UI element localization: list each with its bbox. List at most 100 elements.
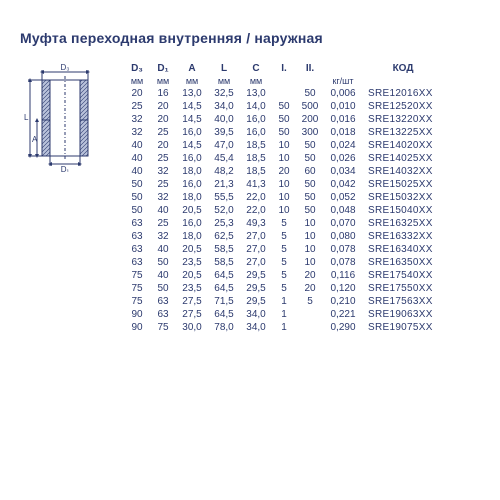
cell-code: SRE15040XX bbox=[362, 204, 444, 217]
diagram-label-d1: D₁ bbox=[61, 165, 70, 172]
table-row: 201613,032,513,0500,006SRE12016XX bbox=[124, 87, 444, 100]
cell-d3: 50 bbox=[124, 191, 150, 204]
col-ii: II. bbox=[296, 62, 324, 75]
table-row: 504020,552,022,010500,048SRE15040XX bbox=[124, 204, 444, 217]
table-row: 754020,564,529,55200,116SRE17540XX bbox=[124, 269, 444, 282]
col-d1: D₁ bbox=[150, 62, 176, 75]
cell-d1: 20 bbox=[150, 100, 176, 113]
cell-l: 40,0 bbox=[208, 113, 240, 126]
cell-w: 0,080 bbox=[324, 230, 362, 243]
cell-code: SRE14032XX bbox=[362, 165, 444, 178]
cell-w: 0,048 bbox=[324, 204, 362, 217]
cell-c: 34,0 bbox=[240, 308, 272, 321]
cell-a: 27,5 bbox=[176, 295, 208, 308]
cell-ii: 200 bbox=[296, 113, 324, 126]
table-row: 634020,558,527,05100,078SRE16340XX bbox=[124, 243, 444, 256]
cell-d3: 75 bbox=[124, 269, 150, 282]
table-row: 402014,547,018,510500,024SRE14020XX bbox=[124, 139, 444, 152]
cell-d1: 20 bbox=[150, 113, 176, 126]
cell-d1: 25 bbox=[150, 217, 176, 230]
cell-c: 18,5 bbox=[240, 139, 272, 152]
cell-ii: 50 bbox=[296, 87, 324, 100]
cell-d1: 32 bbox=[150, 191, 176, 204]
col-i: I. bbox=[272, 62, 296, 75]
cell-code: SRE16350XX bbox=[362, 256, 444, 269]
cell-l: 71,5 bbox=[208, 295, 240, 308]
cell-w: 0,016 bbox=[324, 113, 362, 126]
table-row: 756327,571,529,5150,210SRE17563XX bbox=[124, 295, 444, 308]
cell-code: SRE17550XX bbox=[362, 282, 444, 295]
cell-c: 18,5 bbox=[240, 165, 272, 178]
cell-i: 5 bbox=[272, 269, 296, 282]
cell-ii: 300 bbox=[296, 126, 324, 139]
cell-w: 0,116 bbox=[324, 269, 362, 282]
cell-ii bbox=[296, 308, 324, 321]
cell-ii bbox=[296, 321, 324, 334]
cell-l: 21,3 bbox=[208, 178, 240, 191]
cell-i: 10 bbox=[272, 204, 296, 217]
cell-a: 18,0 bbox=[176, 230, 208, 243]
cell-i bbox=[272, 87, 296, 100]
cell-l: 47,0 bbox=[208, 139, 240, 152]
cell-a: 13,0 bbox=[176, 87, 208, 100]
cell-d1: 32 bbox=[150, 165, 176, 178]
cell-d3: 20 bbox=[124, 87, 150, 100]
cell-a: 20,5 bbox=[176, 243, 208, 256]
table-header-row: D₃ D₁ A L C I. II. КОД bbox=[124, 62, 444, 75]
cell-l: 58,5 bbox=[208, 256, 240, 269]
cell-i: 10 bbox=[272, 191, 296, 204]
table-row: 322014,540,016,0502000,016SRE13220XX bbox=[124, 113, 444, 126]
table-row: 635023,558,527,05100,078SRE16350XX bbox=[124, 256, 444, 269]
cell-c: 22,0 bbox=[240, 204, 272, 217]
cell-w: 0,024 bbox=[324, 139, 362, 152]
cell-ii: 50 bbox=[296, 139, 324, 152]
cell-i: 5 bbox=[272, 256, 296, 269]
cell-d3: 32 bbox=[124, 126, 150, 139]
cell-c: 29,5 bbox=[240, 269, 272, 282]
cell-i: 1 bbox=[272, 308, 296, 321]
cell-c: 29,5 bbox=[240, 282, 272, 295]
cell-c: 16,0 bbox=[240, 126, 272, 139]
cell-w: 0,026 bbox=[324, 152, 362, 165]
cell-d3: 90 bbox=[124, 308, 150, 321]
cell-code: SRE14025XX bbox=[362, 152, 444, 165]
cell-c: 27,0 bbox=[240, 230, 272, 243]
table-row: 907530,078,034,010,290SRE19075XX bbox=[124, 321, 444, 334]
cell-w: 0,018 bbox=[324, 126, 362, 139]
cell-code: SRE13225XX bbox=[362, 126, 444, 139]
cell-a: 30,0 bbox=[176, 321, 208, 334]
cell-code: SRE17540XX bbox=[362, 269, 444, 282]
cell-a: 27,5 bbox=[176, 308, 208, 321]
cell-i: 1 bbox=[272, 321, 296, 334]
cell-a: 18,0 bbox=[176, 191, 208, 204]
cell-ii: 500 bbox=[296, 100, 324, 113]
diagram-label-a: A bbox=[32, 135, 38, 144]
cell-d1: 50 bbox=[150, 282, 176, 295]
cell-d3: 50 bbox=[124, 178, 150, 191]
cell-l: 48,2 bbox=[208, 165, 240, 178]
cell-l: 55,5 bbox=[208, 191, 240, 204]
cell-code: SRE17563XX bbox=[362, 295, 444, 308]
cell-d3: 40 bbox=[124, 152, 150, 165]
cell-ii: 50 bbox=[296, 204, 324, 217]
cell-ii: 50 bbox=[296, 191, 324, 204]
cell-code: SRE16340XX bbox=[362, 243, 444, 256]
cell-a: 23,5 bbox=[176, 282, 208, 295]
cell-d1: 40 bbox=[150, 269, 176, 282]
cell-d1: 20 bbox=[150, 139, 176, 152]
cell-i: 20 bbox=[272, 165, 296, 178]
cell-c: 16,0 bbox=[240, 113, 272, 126]
table-row: 402516,045,418,510500,026SRE14025XX bbox=[124, 152, 444, 165]
cell-w: 0,010 bbox=[324, 100, 362, 113]
table-row: 755023,564,529,55200,120SRE17550XX bbox=[124, 282, 444, 295]
cell-d3: 50 bbox=[124, 204, 150, 217]
cell-c: 27,0 bbox=[240, 243, 272, 256]
cell-l: 62,5 bbox=[208, 230, 240, 243]
table-row: 252014,534,014,0505000,010SRE12520XX bbox=[124, 100, 444, 113]
cell-code: SRE14020XX bbox=[362, 139, 444, 152]
cell-a: 23,5 bbox=[176, 256, 208, 269]
cell-c: 18,5 bbox=[240, 152, 272, 165]
cell-code: SRE13220XX bbox=[362, 113, 444, 126]
cell-d3: 75 bbox=[124, 295, 150, 308]
cell-d3: 25 bbox=[124, 100, 150, 113]
